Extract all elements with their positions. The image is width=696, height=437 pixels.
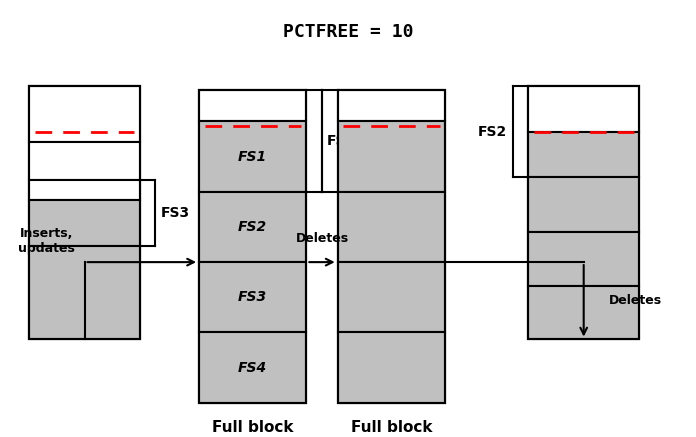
Bar [29,142,140,180]
Bar [199,90,306,403]
Text: Inserts,
updates: Inserts, updates [18,227,75,255]
Bar [338,333,445,403]
Bar [528,132,639,177]
Bar [199,90,306,403]
Bar [528,286,639,340]
Bar [528,86,639,132]
Text: FS3: FS3 [238,290,267,304]
Text: FS4: FS4 [238,361,267,375]
Bar [29,180,140,200]
Text: FS3: FS3 [161,206,190,220]
Bar [528,86,639,340]
Bar [199,192,306,262]
Text: FS2: FS2 [478,125,507,139]
Bar [528,232,639,286]
Text: PCTFREE = 10: PCTFREE = 10 [283,23,413,41]
Bar [528,177,639,232]
Text: FS1: FS1 [327,134,356,148]
Text: Deletes: Deletes [295,232,349,246]
Bar [199,121,306,192]
Bar [29,86,140,142]
Bar [29,86,140,340]
Bar [29,246,140,340]
Bar [338,90,445,403]
Bar [29,200,140,246]
Bar [199,90,306,121]
Bar [528,86,639,340]
Bar [199,333,306,403]
Text: FS2: FS2 [238,220,267,234]
Text: Full block: Full block [351,420,432,435]
Bar [338,90,445,121]
Bar [338,192,445,262]
Bar [338,90,445,403]
Bar [338,121,445,192]
Text: Full block: Full block [212,420,294,435]
Bar [199,262,306,333]
Text: Deletes: Deletes [609,294,663,307]
Bar [29,86,140,340]
Text: FS1: FS1 [238,149,267,163]
Bar [338,262,445,333]
